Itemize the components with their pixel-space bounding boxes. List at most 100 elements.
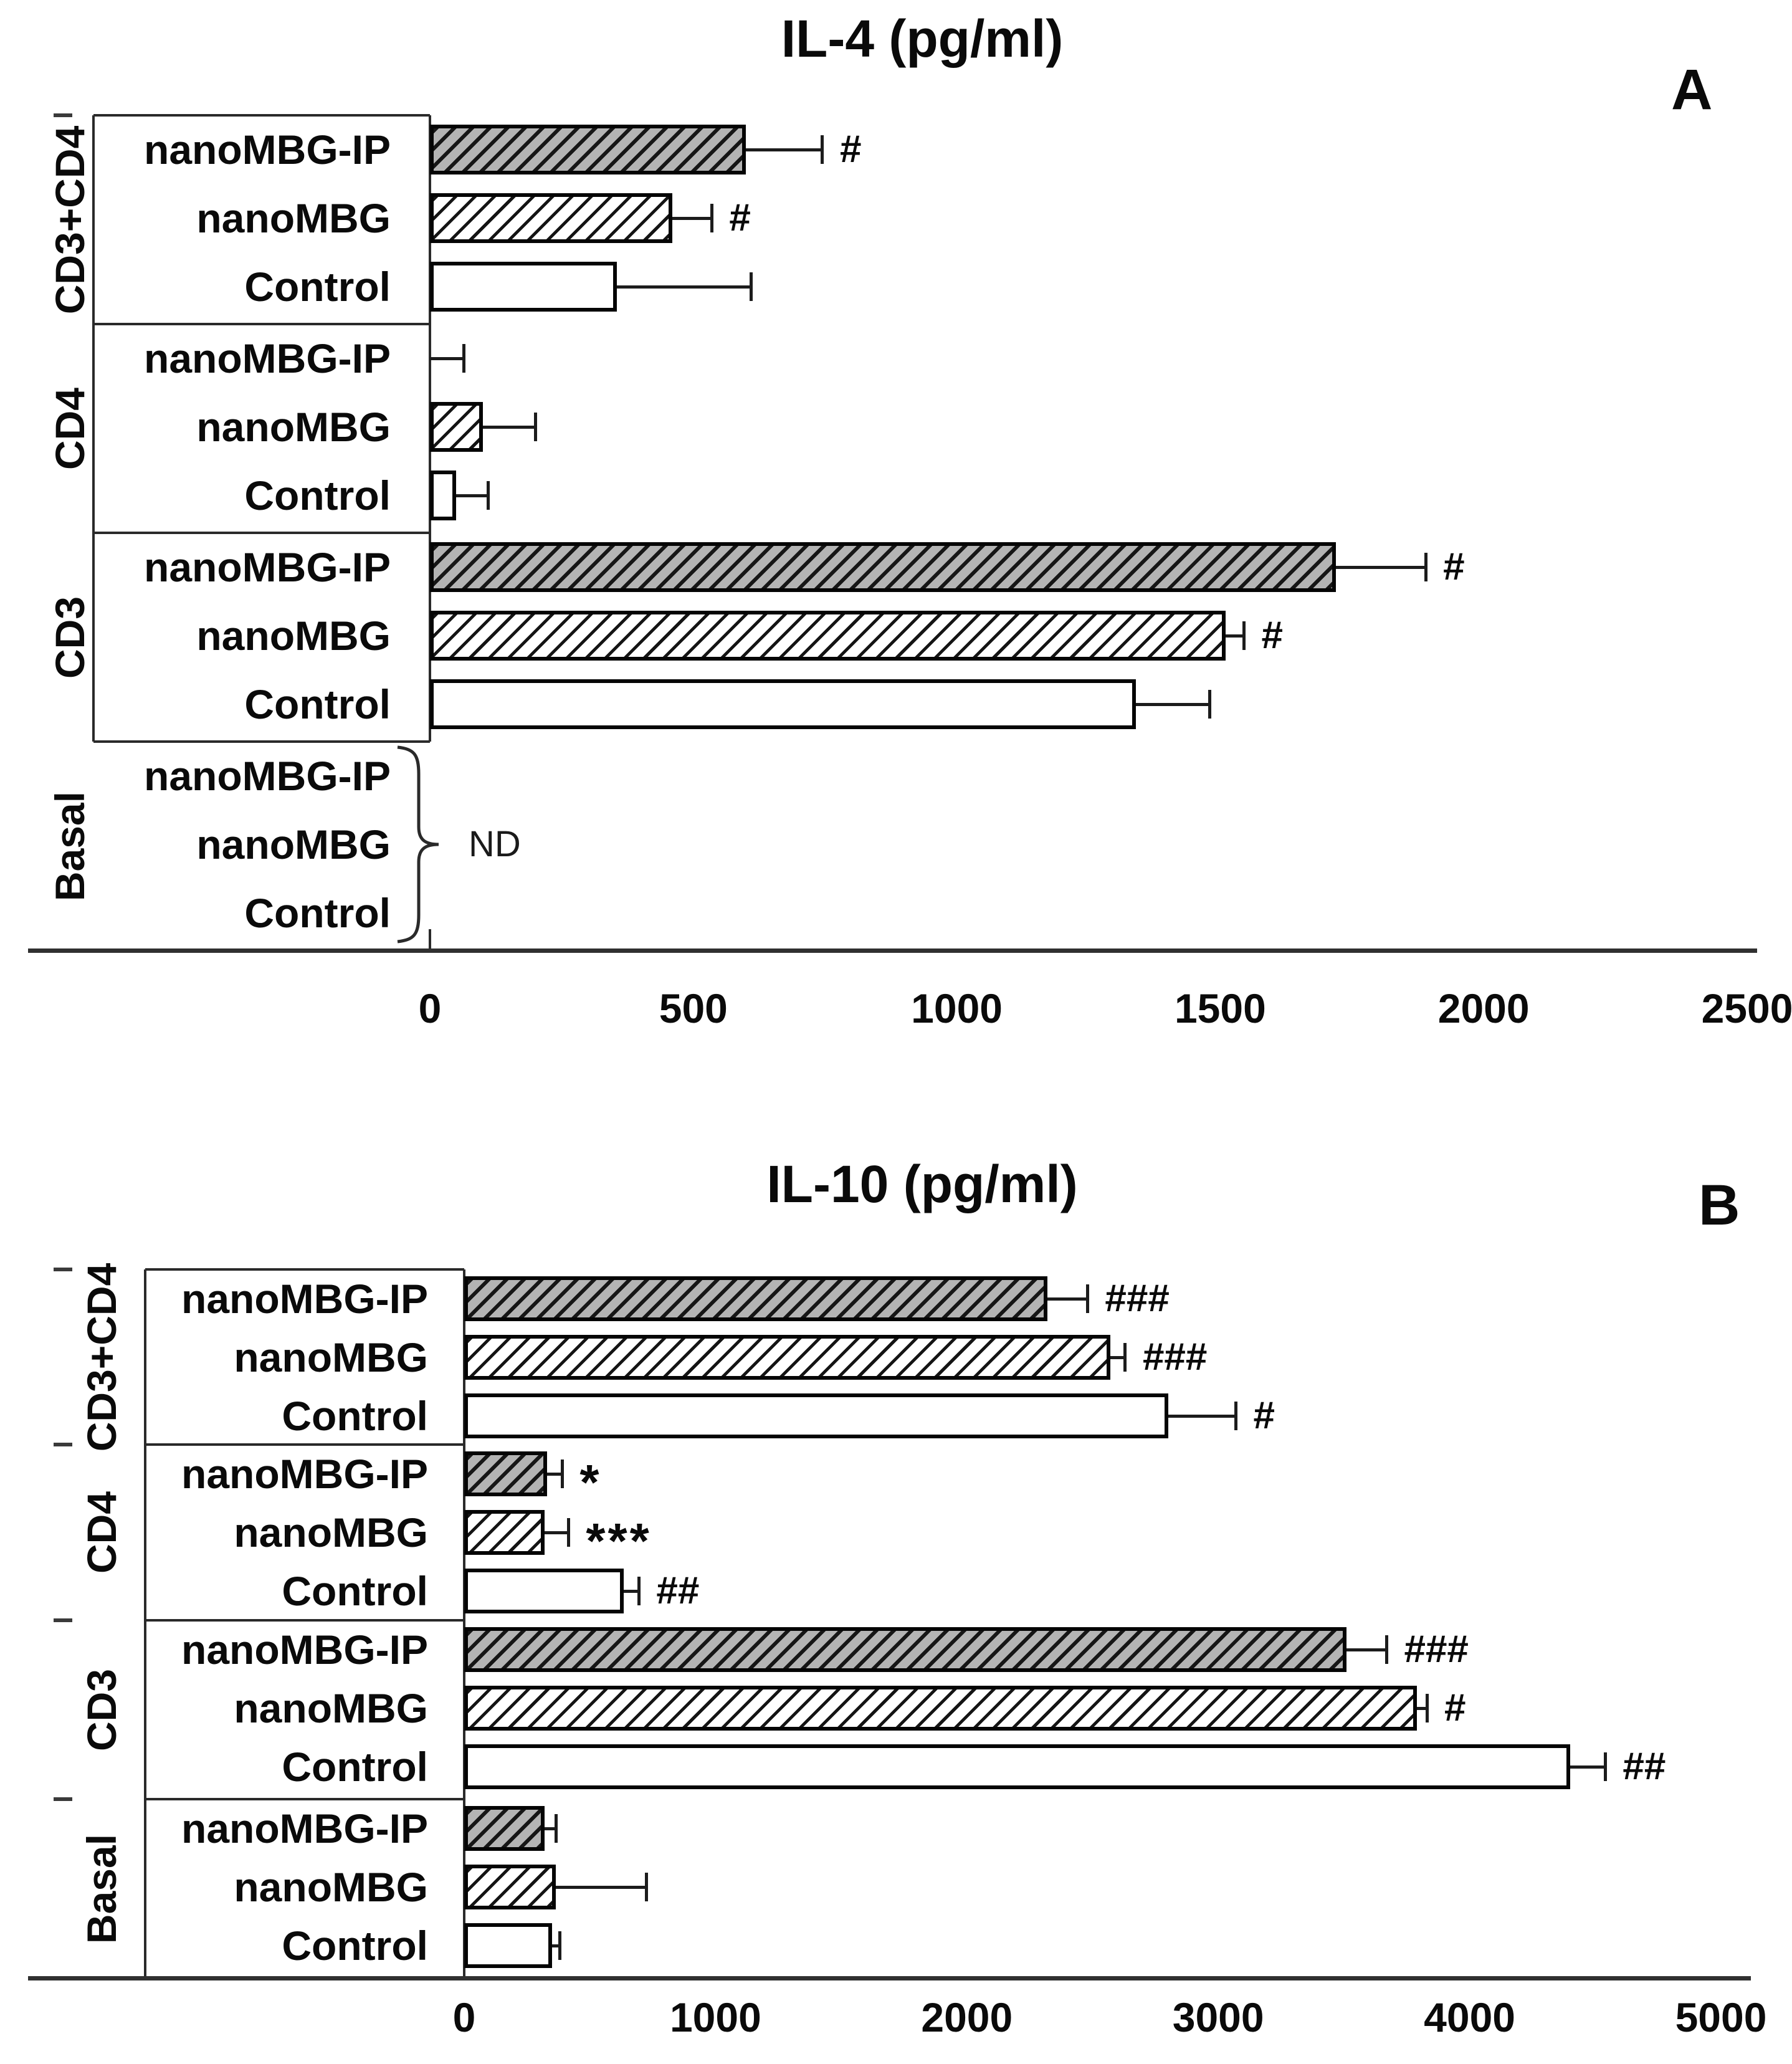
bar <box>464 1806 545 1851</box>
error-whisker <box>672 216 712 220</box>
error-whisker <box>1136 702 1210 706</box>
label-box-top-border <box>145 1268 464 1271</box>
bar <box>430 471 456 520</box>
error-whisker <box>1168 1414 1236 1418</box>
bar <box>464 1744 1570 1789</box>
panel-b-title: IL-10 (pg/ml) <box>766 1155 1078 1213</box>
error-cap <box>821 135 824 164</box>
bar <box>464 1276 1047 1321</box>
error-whisker <box>545 1827 556 1830</box>
bar <box>464 1865 556 1909</box>
x-tick-label: 500 <box>659 985 728 1031</box>
error-cap <box>560 1460 564 1488</box>
error-cap <box>1603 1752 1607 1781</box>
group-label-cd3: CD3 <box>79 1668 125 1751</box>
label-box-top-border <box>93 114 430 117</box>
error-cap <box>533 413 537 441</box>
bar <box>464 1923 552 1968</box>
row-label: Control <box>282 1393 428 1439</box>
row-label: nanoMBG <box>234 1864 428 1910</box>
error-whisker <box>1110 1355 1125 1359</box>
label-box-left-border <box>92 115 95 742</box>
row-label: Control <box>244 681 391 727</box>
group-label-cd4: CD4 <box>47 387 93 470</box>
axis-tick-stub <box>54 1797 72 1801</box>
significance-annotation: # <box>729 196 751 239</box>
x-tick-label: 1500 <box>1174 985 1266 1031</box>
bar <box>464 1335 1110 1380</box>
significance-annotation: ### <box>1404 1628 1469 1671</box>
bar <box>430 679 1136 729</box>
bar <box>430 402 483 452</box>
error-cap <box>710 204 713 232</box>
significance-annotation: ## <box>1623 1745 1666 1788</box>
error-whisker <box>456 494 488 497</box>
group-label-cd4: CD4 <box>79 1491 125 1574</box>
x-axis <box>28 1976 1751 1980</box>
row-label: nanoMBG <box>196 613 391 659</box>
error-cap <box>637 1577 641 1605</box>
x-tick-label: 2000 <box>921 1994 1013 2040</box>
bar <box>464 1510 545 1555</box>
x-tick-label: 1000 <box>669 1994 761 2040</box>
error-whisker <box>1570 1765 1606 1769</box>
row-label: nanoMBG <box>196 195 391 241</box>
group-separator <box>145 1798 464 1800</box>
significance-annotation: ### <box>1105 1277 1170 1320</box>
row-label: nanoMBG <box>234 1334 428 1380</box>
group-label-cd3-cd4: CD3+CD4 <box>79 1263 125 1451</box>
error-cap <box>1123 1343 1127 1372</box>
bar <box>464 1686 1417 1731</box>
group-label-cd3-cd4: CD3+CD4 <box>47 125 93 314</box>
panel-a-title: IL-4 (pg/ml) <box>781 9 1064 68</box>
error-cap <box>1424 553 1427 581</box>
axis-tick-stub <box>54 1618 72 1622</box>
error-cap <box>462 344 466 373</box>
x-tick-label: 2500 <box>1701 985 1792 1031</box>
error-cap <box>1242 621 1246 650</box>
bar <box>464 1627 1346 1672</box>
axis-tick-stub <box>54 1268 72 1271</box>
nd-label: ND <box>469 824 521 864</box>
bar <box>464 1393 1168 1438</box>
error-whisker <box>1346 1648 1387 1651</box>
group-label-basal: Basal <box>47 791 93 901</box>
error-whisker <box>1047 1297 1088 1301</box>
row-label: nanoMBG-IP <box>144 127 391 173</box>
x-tick-label: 2000 <box>1437 985 1530 1031</box>
row-label: nanoMBG <box>196 404 391 450</box>
x-axis <box>28 948 1757 953</box>
error-whisker <box>624 1589 639 1593</box>
row-label: nanoMBG <box>234 1685 428 1731</box>
row-label: nanoMBG-IP <box>181 1451 428 1497</box>
error-whisker <box>556 1885 647 1889</box>
significance-annotation: *** <box>586 1513 652 1569</box>
bar <box>430 542 1336 592</box>
bar <box>430 611 1226 661</box>
axis-tick-stub <box>54 1443 72 1446</box>
row-label: Control <box>244 472 391 518</box>
bar <box>464 1569 624 1613</box>
group-label-cd3: CD3 <box>47 596 93 679</box>
error-whisker <box>482 425 536 429</box>
bar <box>430 262 617 312</box>
error-cap <box>1425 1694 1429 1722</box>
row-label: nanoMBG-IP <box>181 1805 428 1851</box>
x-tick-label: 5000 <box>1675 1994 1767 2040</box>
significance-annotation: # <box>839 128 862 171</box>
row-label: Control <box>282 1923 428 1969</box>
error-cap <box>554 1814 558 1843</box>
significance-annotation: # <box>1261 614 1283 657</box>
significance-annotation: # <box>1444 1686 1466 1729</box>
row-label: nanoMBG-IP <box>181 1627 428 1673</box>
axis-tick-stub <box>54 113 72 117</box>
row-label: nanoMBG <box>196 821 391 867</box>
error-whisker <box>547 1472 563 1476</box>
panel-a-letter: A <box>1671 58 1713 122</box>
row-label: nanoMBG-IP <box>144 544 391 590</box>
row-label: nanoMBG-IP <box>144 335 391 381</box>
significance-annotation: * <box>579 1455 602 1510</box>
error-whisker <box>430 356 464 360</box>
row-label: Control <box>244 264 391 310</box>
bar <box>464 1451 547 1496</box>
